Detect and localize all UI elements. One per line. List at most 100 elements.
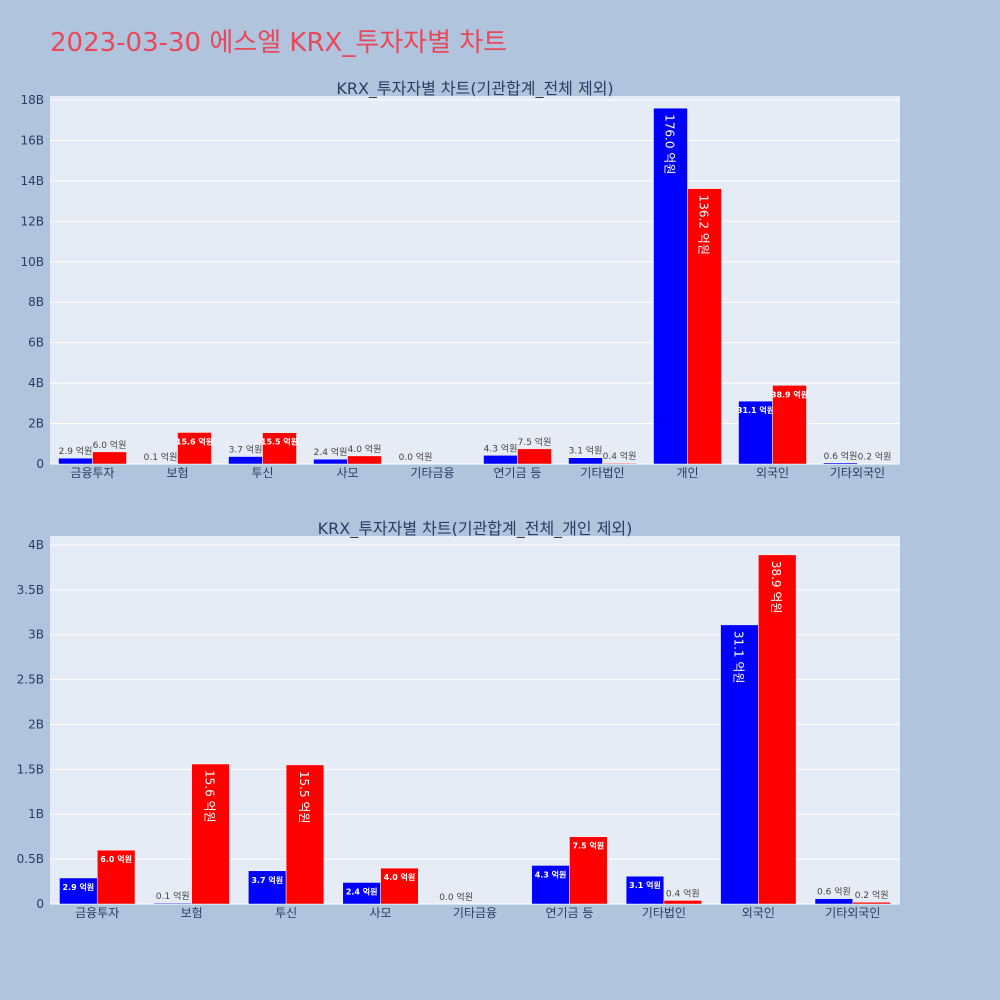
y-tick-label: 3.5B <box>17 583 44 597</box>
bar-buy <box>814 898 854 905</box>
bar-value-label: 3.7 억원 <box>229 444 263 456</box>
bar-sell <box>687 188 722 465</box>
bar-sell <box>285 764 325 905</box>
y-tick-label: 14B <box>20 174 44 188</box>
bar-value-label: 15.5 억원 <box>297 771 311 824</box>
x-tick-label: 연기금 등 <box>545 906 593 920</box>
y-tick-label: 8B <box>28 295 44 309</box>
bar-value-label: 4.0 억원 <box>348 443 382 455</box>
y-tick-label: 2B <box>28 717 44 731</box>
x-tick-label: 연기금 등 <box>494 466 542 480</box>
bar-sell <box>191 763 230 905</box>
bar-value-label: 38.9 억원 <box>769 561 783 614</box>
bar-sell <box>758 554 797 905</box>
x-tick-label: 보험 <box>181 906 203 920</box>
chart-title: KRX_투자자별 차트(기관합계_전체 제외) <box>336 79 613 99</box>
y-tick-label: 12B <box>20 214 44 228</box>
bar-value-label: 4.3 억원 <box>535 869 567 879</box>
bar-value-label: 15.6 억원 <box>203 770 217 823</box>
y-tick-label: 18B <box>20 93 44 107</box>
x-tick-label: 투신 <box>251 466 273 480</box>
bar-sell <box>96 849 136 905</box>
bar-buy <box>58 457 93 465</box>
bar-value-label: 6.0 억원 <box>93 439 127 451</box>
x-tick-label: 금융투자 <box>75 906 119 920</box>
x-tick-label: 기타외국인 <box>830 466 885 480</box>
bar-sell <box>569 836 608 905</box>
bar-value-label: 38.9 억원 <box>771 389 808 399</box>
bar-sell <box>852 901 891 905</box>
bar-buy <box>248 870 287 905</box>
bar-value-label: 31.1 억원 <box>731 631 745 684</box>
bar-sell <box>517 448 552 465</box>
bar-value-label: 2.9 억원 <box>59 445 93 457</box>
bar-sell <box>772 385 807 465</box>
x-tick-label: 외국인 <box>756 466 789 480</box>
y-tick-label: 4B <box>28 376 44 390</box>
bar-sell <box>663 900 702 905</box>
bar-value-label: 0.2 억원 <box>858 451 892 463</box>
bar-buy <box>720 624 759 905</box>
bar-value-label: 3.7 억원 <box>251 875 283 885</box>
x-tick-label: 기타법인 <box>580 466 624 480</box>
bar-sell <box>380 867 419 905</box>
bar-buy <box>568 457 603 465</box>
bar-buy <box>738 400 773 465</box>
y-tick-label: 0 <box>36 897 44 911</box>
bar-value-label: 0.6 억원 <box>824 450 858 462</box>
x-tick-label: 기타금융 <box>453 906 497 920</box>
bar-buy <box>653 107 688 465</box>
bar-buy <box>823 462 858 465</box>
x-tick-label: 금융투자 <box>70 466 114 480</box>
bar-value-label: 2.4 억원 <box>314 446 348 458</box>
bar-value-label: 4.0 억원 <box>384 872 416 882</box>
y-tick-label: 0.5B <box>17 852 44 866</box>
bar-value-label: 0.4 억원 <box>666 887 700 899</box>
bar-value-label: 6.0 억원 <box>100 854 132 864</box>
bar-value-label: 0.0 억원 <box>439 891 473 903</box>
bar-buy <box>625 875 665 905</box>
x-tick-label: 사모 <box>336 466 358 480</box>
bar-sell <box>92 451 127 465</box>
x-tick-label: 기타금융 <box>410 466 454 480</box>
bar-sell <box>177 432 212 465</box>
y-tick-label: 1.5B <box>17 762 44 776</box>
page-title: 2023-03-30 에스엘 KRX_투자자별 차트 <box>50 28 508 58</box>
bar-value-label: 0.0 억원 <box>399 451 433 463</box>
bar-value-label: 0.2 억원 <box>855 889 889 901</box>
bar-buy <box>59 877 98 905</box>
y-tick-label: 10B <box>20 255 44 269</box>
bar-sell <box>347 455 382 465</box>
y-tick-label: 6B <box>28 336 44 350</box>
bar-buy <box>153 902 192 905</box>
investor-chart-all: 0 2B 4B 6B 8B 10B 12B 14B 16B 18B KRX_투자자별 차트(기관합계… <box>20 79 900 480</box>
bar-value-label: 31.1 억원 <box>737 405 774 415</box>
y-tick-label: 2B <box>28 417 44 431</box>
x-tick-label: 투신 <box>275 906 297 920</box>
x-tick-label: 개인 <box>676 466 698 480</box>
y-tick-label: 2.5B <box>17 673 44 687</box>
y-tick-label: 16B <box>20 133 44 147</box>
y-tick-label: 0 <box>36 457 44 471</box>
bar-value-label: 136.2 억원 <box>697 195 711 255</box>
bar-value-label: 7.5 억원 <box>518 436 552 448</box>
bar-value-label: 2.4 억원 <box>346 886 378 896</box>
x-tick-label: 기타외국인 <box>825 906 880 920</box>
bar-value-label: 176.0 억원 <box>663 114 677 174</box>
investor-chart-excl-individual: 0 0.5B 1B 1.5B 2B 2.5B 3B 3.5B 4B KRX_투자자별 차트(기관합… <box>17 519 900 920</box>
bar-value-label: 2.9 억원 <box>62 882 94 892</box>
bar-value-label: 15.5 억원 <box>261 437 298 447</box>
bar-buy <box>228 456 263 465</box>
bar-sell <box>602 462 637 465</box>
x-tick-label: 보험 <box>166 466 188 480</box>
x-tick-label: 기타법인 <box>642 906 686 920</box>
bar-value-label: 3.1 억원 <box>569 445 603 457</box>
x-tick-label: 사모 <box>370 906 392 920</box>
bar-value-label: 0.1 억원 <box>144 451 178 463</box>
y-tick-label: 1B <box>28 807 44 821</box>
bar-value-label: 15.6 억원 <box>176 436 213 446</box>
bar-buy <box>483 455 518 465</box>
y-tick-label: 3B <box>28 628 44 642</box>
bar-sell <box>262 432 297 465</box>
bar-value-label: 4.3 억원 <box>484 442 518 454</box>
